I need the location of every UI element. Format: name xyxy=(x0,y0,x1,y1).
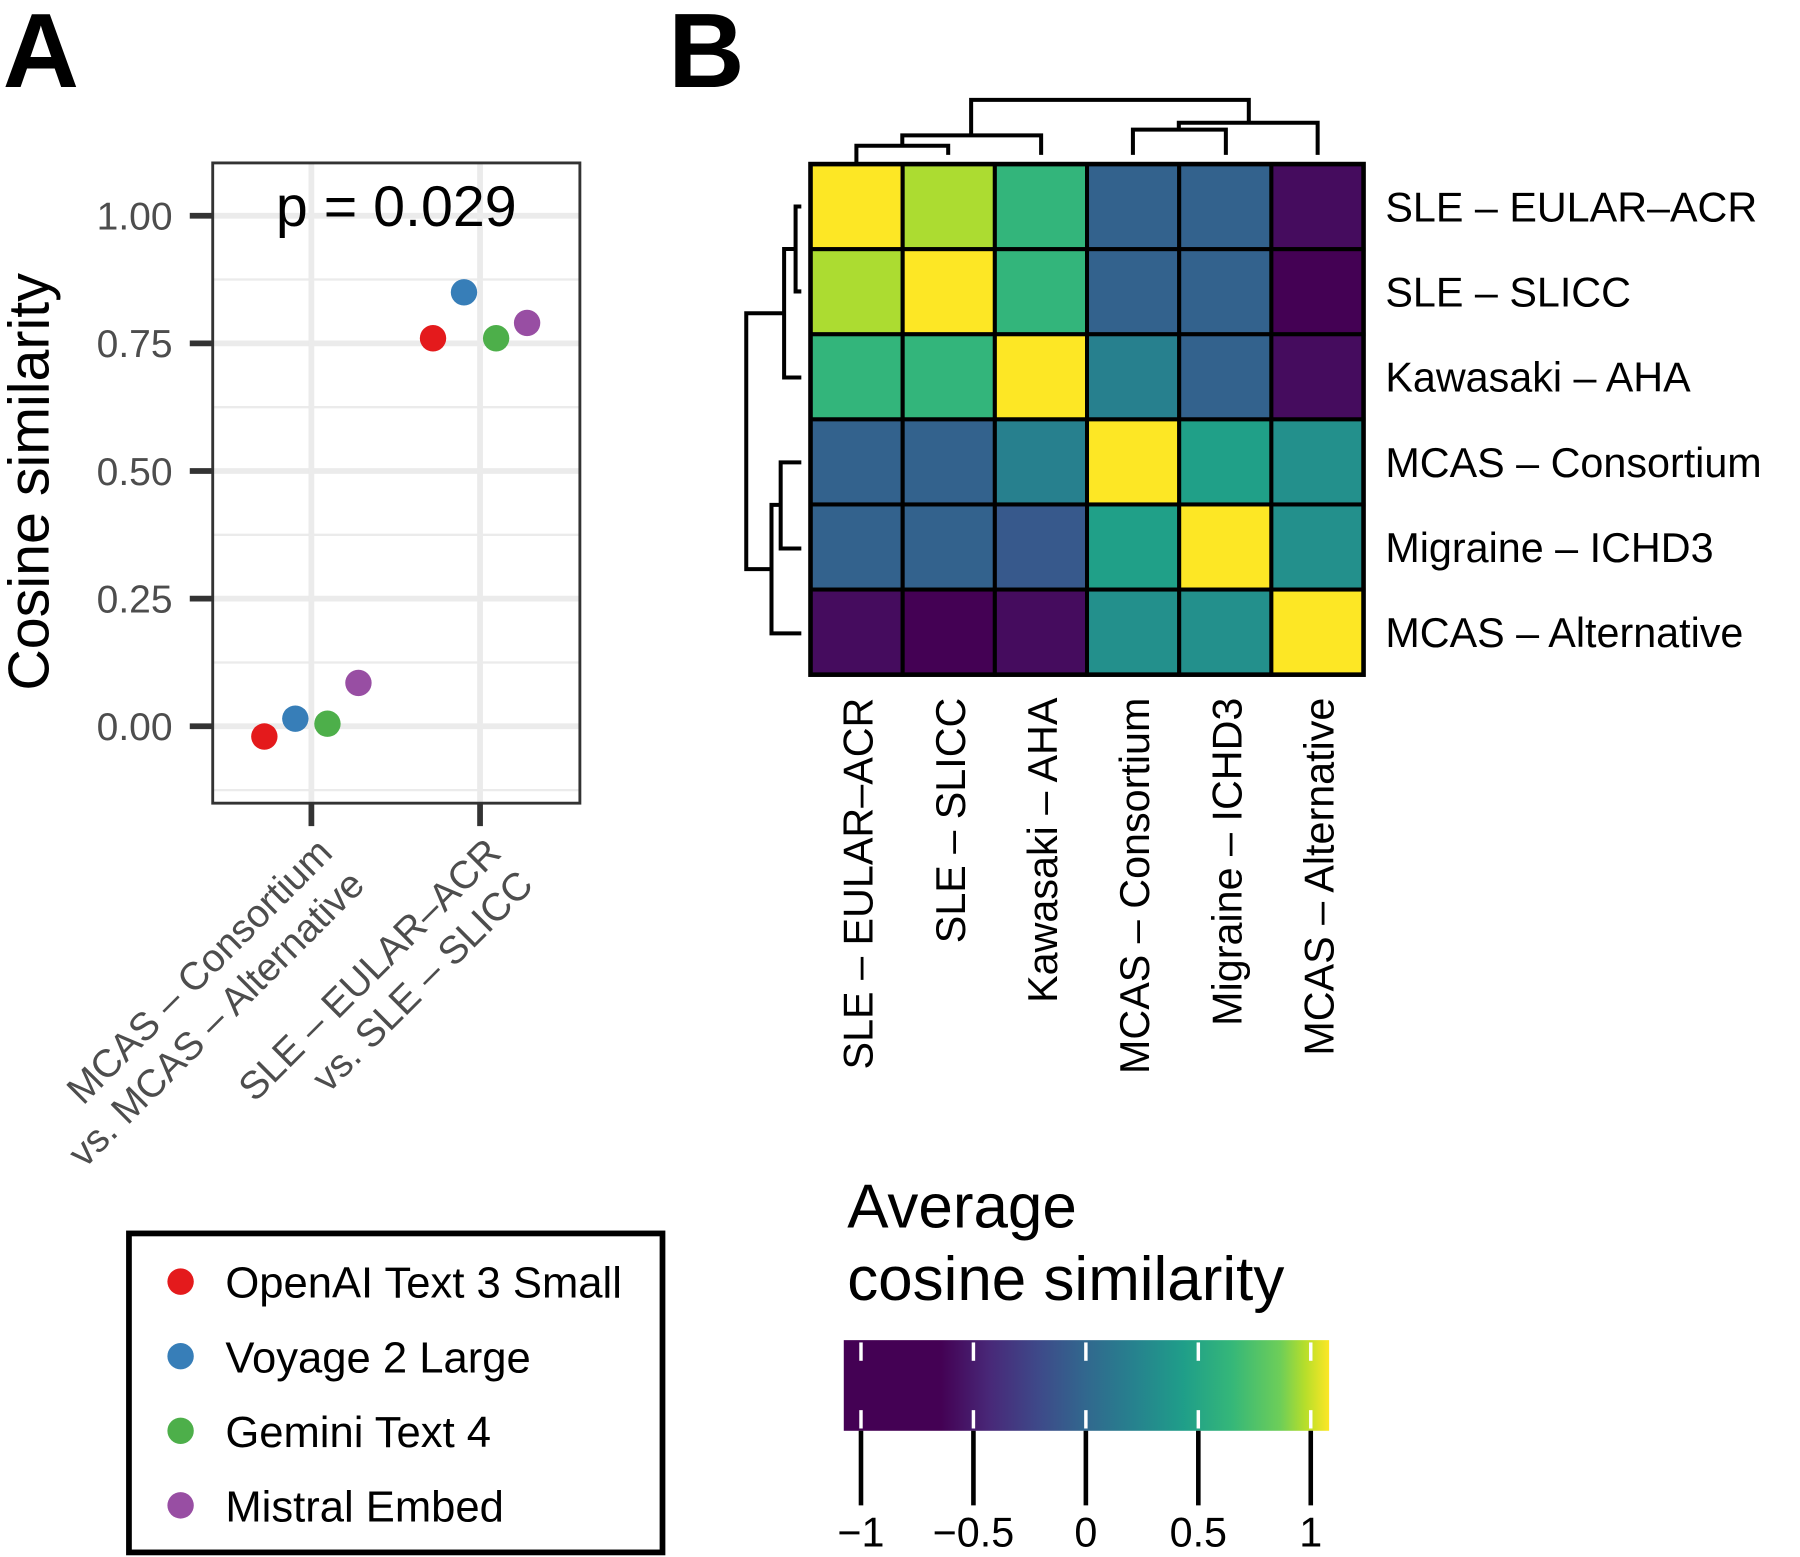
heatmap-cell xyxy=(1085,502,1182,592)
y-axis-label: Cosine similarity xyxy=(0,273,62,691)
legend-label: Gemini Text 4 xyxy=(225,1409,491,1457)
heatmap-cell xyxy=(900,247,997,337)
y-tick-label: 0.25 xyxy=(97,578,173,621)
legend-marker xyxy=(167,1492,194,1519)
legend-box xyxy=(126,1230,666,1556)
heatmap-cell xyxy=(900,332,997,422)
heatmap-cell xyxy=(1085,417,1182,507)
heatmap-cell xyxy=(1269,417,1366,507)
row-label: SLE – EULAR–ACR xyxy=(1385,185,1757,231)
heatmap-cell xyxy=(1177,162,1274,252)
legend: OpenAI Text 3 Small Voyage 2 Large Gemini … xyxy=(126,1230,666,1556)
heatmap-cell xyxy=(900,587,997,677)
colorbar-tick-label: 0 xyxy=(1074,1510,1097,1556)
heatmap-cell xyxy=(992,417,1090,507)
colorbar-tick-label: −1 xyxy=(837,1510,884,1556)
heatmap-cell xyxy=(1177,502,1274,592)
column-label: SLE – EULAR–ACR xyxy=(836,698,882,1070)
column-label: Kawasaki – AHA xyxy=(1020,697,1066,1003)
heatmap-cell xyxy=(1177,332,1274,422)
column-label: Migraine – ICHD3 xyxy=(1204,698,1250,1026)
data-point xyxy=(419,325,447,352)
data-point xyxy=(314,710,341,737)
heatmap-cell xyxy=(1177,417,1274,507)
heatmap-panel: SLE – EULAR–ACR SLE – SLICC Kawasaki – AHA… xyxy=(744,97,1762,1556)
heatmap-cell xyxy=(808,162,905,252)
legend-marker xyxy=(167,1268,194,1295)
data-point xyxy=(482,325,510,352)
heatmap-cell xyxy=(1085,332,1182,422)
heatmap-cell xyxy=(992,247,1090,337)
heatmap-cell xyxy=(1269,502,1366,592)
y-tick-label: 0.00 xyxy=(97,706,173,749)
heatmap-cell xyxy=(1269,162,1366,252)
row-label: Migraine – ICHD3 xyxy=(1385,525,1713,571)
row-label: MCAS – Consortium xyxy=(1385,440,1761,486)
panel-label-a: A xyxy=(3,0,79,110)
heatmap-cell xyxy=(1085,247,1182,337)
heatmap-cell xyxy=(900,502,997,592)
colorbar-tick-label: 1 xyxy=(1299,1510,1322,1556)
heatmap-cell xyxy=(1269,247,1366,337)
data-point xyxy=(345,669,372,697)
row-dendrogram xyxy=(744,204,802,636)
heatmap-cell xyxy=(900,162,997,252)
colorbar-tick-label: 0.5 xyxy=(1170,1510,1227,1556)
data-point xyxy=(450,279,478,306)
legend-label: Mistral Embed xyxy=(225,1483,504,1531)
data-point xyxy=(513,309,541,337)
heatmap-cell xyxy=(992,502,1090,592)
column-label: SLE – SLICC xyxy=(928,698,974,944)
heatmap-cell xyxy=(1085,587,1182,677)
heatmap-cell xyxy=(992,587,1090,677)
heatmap-cell xyxy=(1177,247,1274,337)
colorbar-tick-label: −0.5 xyxy=(933,1510,1015,1556)
column-dendrogram xyxy=(854,97,1320,165)
column-label: MCAS – Alternative xyxy=(1297,698,1343,1056)
data-point xyxy=(251,723,278,750)
legend-marker xyxy=(167,1343,194,1370)
heatmap-cell xyxy=(808,502,905,592)
colorbar: Average cosine similarity −1 −0.5 0 0.5 1 xyxy=(837,1173,1330,1556)
p-value-annotation: p = 0.029 xyxy=(276,175,517,239)
heatmap-cell xyxy=(900,417,997,507)
heatmap-cell xyxy=(1085,162,1182,252)
row-label: Kawasaki – AHA xyxy=(1385,355,1691,401)
heatmap-cell xyxy=(808,332,905,422)
colorbar-title-line1: Average xyxy=(847,1173,1077,1242)
heatmap-cell xyxy=(992,162,1090,252)
data-point xyxy=(282,705,309,732)
heatmap-cell xyxy=(808,417,905,507)
legend-label: Voyage 2 Large xyxy=(225,1334,530,1382)
heatmap-cell xyxy=(808,587,905,677)
legend-label: OpenAI Text 3 Small xyxy=(225,1260,622,1308)
row-label: SLE – SLICC xyxy=(1385,270,1631,316)
colorbar-title-line2: cosine similarity xyxy=(847,1245,1284,1314)
heatmap-cell xyxy=(1177,587,1274,677)
row-label: MCAS – Alternative xyxy=(1385,610,1743,656)
y-tick-label: 0.50 xyxy=(97,451,173,494)
panel-label-b: B xyxy=(668,0,744,110)
heatmap-cell xyxy=(992,332,1090,422)
heatmap-cell xyxy=(808,247,905,337)
y-tick-label: 0.75 xyxy=(97,323,173,366)
y-tick-label: 1.00 xyxy=(97,195,173,238)
scatter-panel: 0.000.250.500.751.00 MCAS – Consortiumvs… xyxy=(0,161,666,1556)
plot-border xyxy=(211,161,582,805)
plot-background xyxy=(212,162,580,804)
gridlines xyxy=(212,162,580,804)
heatmap-cell xyxy=(1269,587,1366,677)
heatmap-border xyxy=(808,161,1366,677)
column-label: MCAS – Consortium xyxy=(1112,698,1158,1074)
legend-marker xyxy=(167,1417,194,1444)
heatmap-cell xyxy=(1269,332,1366,422)
